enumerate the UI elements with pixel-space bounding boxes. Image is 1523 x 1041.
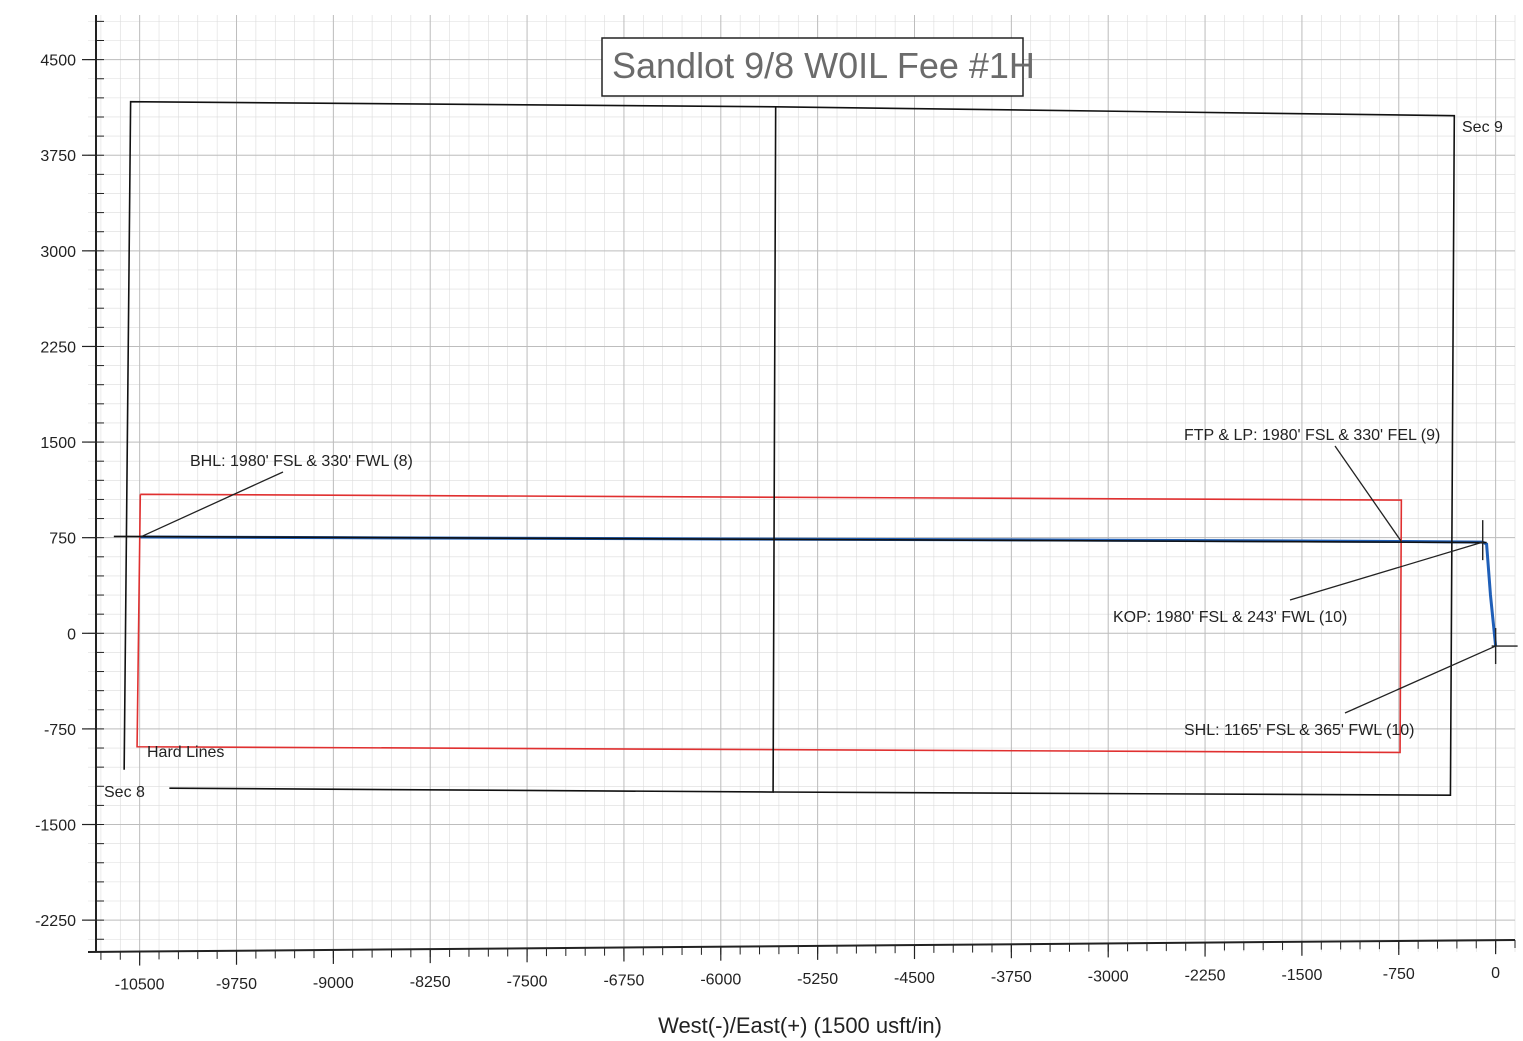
x-tick-label: -10500: [115, 977, 165, 994]
poi-label: FTP & LP: 1980' FSL & 330' FEL (9): [1184, 427, 1440, 444]
chart-title-box: Sandlot 9/8 W0IL Fee #1H: [601, 37, 1035, 97]
x-axis-line: [87, 939, 1516, 953]
y-tick-label: 2250: [40, 339, 76, 356]
series-horizontal_axis_line: [113, 535, 1487, 544]
chart-title: Sandlot 9/8 W0IL Fee #1H: [612, 45, 1035, 86]
y-tick-label: 4500: [40, 53, 76, 70]
x-tick-label: -8250: [410, 974, 451, 991]
x-tick-label: -3000: [1088, 968, 1129, 985]
x-tick-label: -7500: [507, 973, 548, 990]
annotation-leaders: [140, 445, 1496, 714]
y-tick-label: 1500: [40, 435, 76, 452]
annotation-labels: BHL: 1980' FSL & 330' FWL (8) FTP & LP: 1…: [104, 119, 1503, 801]
x-tick-label: -9000: [313, 975, 354, 992]
x-tick-label: -3750: [991, 969, 1032, 986]
y-tick-label: -1500: [35, 818, 76, 835]
poi-label: KOP: 1980' FSL & 243' FWL (10): [1113, 609, 1347, 626]
x-tick-label: -6000: [700, 972, 741, 989]
y-tick-label: 3000: [40, 244, 76, 261]
poi-leader: [1334, 445, 1402, 542]
x-tick-label: 0: [1491, 965, 1500, 982]
poi-leader: [1289, 541, 1483, 601]
annotation-label: Sec 9: [1462, 119, 1503, 136]
poi-leader: [140, 471, 284, 538]
poi-leader: [1344, 645, 1496, 714]
series-layer: [113, 100, 1518, 796]
y-tick-label: 750: [49, 531, 76, 548]
y-tick-label: 3750: [40, 148, 76, 165]
x-tick-label: -4500: [894, 970, 935, 987]
axes: -10500 -9750 -9000 -8250 -7500 -6750 -6000 -525…: [35, 15, 1516, 994]
x-tick-label: -2250: [1185, 968, 1226, 985]
x-tick-label: -1500: [1281, 967, 1322, 984]
x-axis-label: West(-)/East(+) (1500 usft/in): [658, 1013, 942, 1038]
annotation-label: Sec 8: [104, 784, 145, 801]
y-tick-label: -2250: [35, 913, 76, 930]
series-hard_lines: [136, 493, 1403, 754]
poi-label: SHL: 1165' FSL & 365' FWL (10): [1184, 722, 1415, 739]
x-tick-label: -750: [1383, 966, 1415, 983]
poi-label: BHL: 1980' FSL & 330' FWL (8): [190, 453, 413, 470]
y-tick-label: -750: [44, 722, 76, 739]
series-sec9: [773, 105, 1456, 796]
x-tick-label: -5250: [797, 971, 838, 988]
x-tick-label: -9750: [216, 976, 257, 993]
annotation-label: Hard Lines: [147, 744, 224, 761]
y-tick-label: 0: [67, 626, 76, 643]
x-tick-label: -6750: [603, 972, 644, 989]
